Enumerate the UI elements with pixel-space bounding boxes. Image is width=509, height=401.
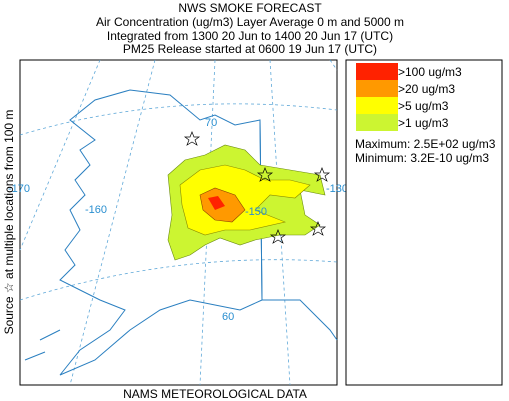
map-label: -160 xyxy=(85,204,107,216)
subtitle: PM25 Release started at 0600 19 Jun 17 (… xyxy=(123,42,377,56)
footer: NAMS METEOROLOGICAL DATA xyxy=(123,387,307,401)
legend-swatch xyxy=(356,80,398,97)
coastline xyxy=(59,89,263,376)
smoke-contour-100 xyxy=(208,196,225,210)
subtitle: Integrated from 1300 20 Jun to 1400 20 J… xyxy=(107,29,393,43)
map-label: -170 xyxy=(8,183,30,195)
legend-label: >1 ug/m3 xyxy=(398,116,449,130)
minimum: Minimum: 3.2E-10 ug/m3 xyxy=(355,151,489,165)
map: 70 -170 -160 -150 -130 60 xyxy=(8,59,348,386)
legend-label: >5 ug/m3 xyxy=(398,99,449,113)
source-markers xyxy=(183,131,331,244)
side-label: Source ☆ at multiple locations from 100 … xyxy=(2,110,16,335)
legend-swatch xyxy=(356,63,398,80)
legend: Maximum: 2.5E+02 ug/m3 Minimum: 3.2E-10 … xyxy=(345,59,503,386)
legend-label: >100 ug/m3 xyxy=(398,65,462,79)
map-label: -150 xyxy=(245,206,267,218)
map-label: -130 xyxy=(326,183,348,195)
legend-swatch xyxy=(356,114,398,131)
maximum: Maximum: 2.5E+02 ug/m3 xyxy=(355,137,496,151)
legend-label: >20 ug/m3 xyxy=(398,82,455,96)
map-label: 60 xyxy=(222,311,234,323)
legend-swatch xyxy=(356,97,398,114)
title: NWS SMOKE FORECAST xyxy=(178,1,322,15)
subtitle: Air Concentration (ug/m3) Layer Average … xyxy=(96,15,404,29)
map-label: 70 xyxy=(205,117,217,129)
